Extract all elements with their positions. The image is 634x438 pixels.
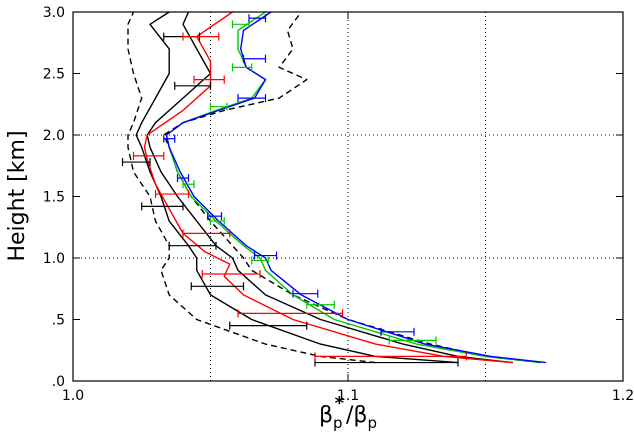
x-label-star: *: [335, 393, 345, 414]
x-axis-label: βp*/βp: [319, 393, 377, 432]
y-tick-label-1: .5: [52, 313, 65, 329]
series-line-3: [162, 11, 541, 364]
series-line-5: [165, 11, 541, 364]
series-line-6: [165, 11, 547, 364]
x-label-sub-numerator: p: [333, 414, 343, 432]
y-tick-label-5: 2.5: [43, 67, 65, 83]
y-tick-label-6: 3.0: [43, 5, 65, 21]
y-tick-label-3: 1.5: [43, 190, 65, 206]
x-tick-label-1: 1.1: [337, 388, 359, 404]
series-line-1: [135, 11, 459, 364]
x-label-beta-denominator: β: [353, 403, 367, 428]
errorbar-layer: [121, 14, 467, 367]
x-tick-label-2: 1.2: [612, 388, 634, 404]
x-label-slash: /: [346, 403, 354, 428]
series-layer: [127, 11, 547, 364]
y-tick-label-0: .0: [52, 374, 65, 390]
tick-layer: 1.0 1.1 1.2 .0 .5 1.0 1.5 2.0 2.5 3.0: [43, 5, 634, 404]
y-tick-label-2: 1.0: [43, 251, 65, 267]
y-axis-label: Height [km]: [5, 130, 30, 261]
y-tick-label-4: 2.0: [43, 128, 65, 144]
x-label-beta-numerator: β: [319, 403, 333, 428]
grid-layer: [73, 12, 623, 381]
x-label-sub-denominator: p: [367, 414, 377, 432]
x-tick-label-0: 1.0: [62, 388, 84, 404]
series-line-0: [127, 11, 376, 364]
